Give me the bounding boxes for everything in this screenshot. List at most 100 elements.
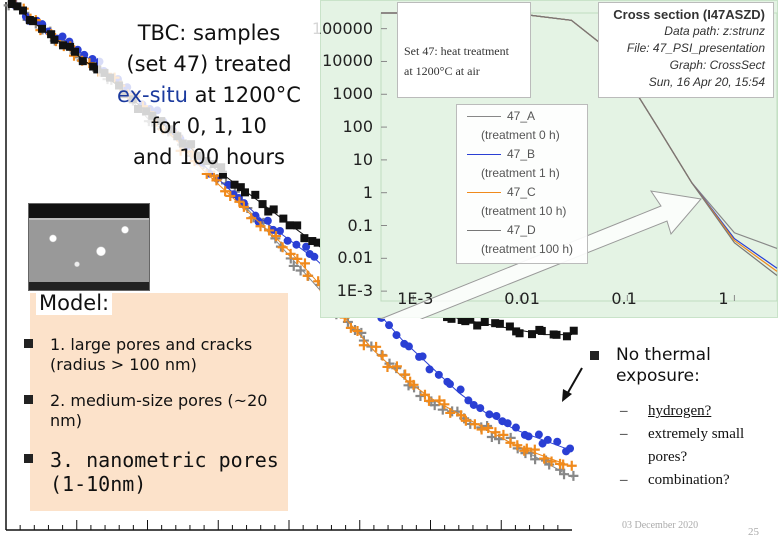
- data-point: [277, 242, 288, 253]
- cross-section-title: Cross section (I47ASZD): [613, 7, 765, 22]
- inset-y-tick-label: 1000: [332, 84, 373, 104]
- data-point: [512, 440, 523, 451]
- data-point: [29, 17, 38, 26]
- data-point: [269, 205, 278, 214]
- data-point: [58, 32, 67, 41]
- data-point: [537, 326, 546, 335]
- inset-x-tick-label: 0.01: [504, 289, 540, 308]
- data-point: [385, 321, 394, 330]
- legend-entry: 47_A: [463, 107, 581, 126]
- heat-treatment-line-1: Set 47: heat treatment: [404, 44, 509, 58]
- inset-y-tick-label: 100: [342, 117, 373, 137]
- square-bullet-icon: [24, 395, 33, 404]
- data-point: [392, 331, 401, 340]
- data-point: [503, 419, 512, 428]
- data-point: [464, 396, 473, 405]
- data-point: [78, 57, 87, 66]
- data-point: [511, 423, 520, 432]
- data-point: [568, 470, 579, 481]
- legend-line-swatch: [467, 192, 501, 193]
- side-note-item-text: hydrogen?: [648, 403, 712, 419]
- data-point: [220, 186, 231, 197]
- legend-label: 47_A: [507, 109, 536, 123]
- legend-sublabel: (treatment 0 h): [481, 128, 560, 142]
- page-number: 25: [748, 526, 759, 538]
- data-point: [558, 459, 569, 470]
- title-ex-situ: ex-situ: [117, 83, 188, 107]
- data-point: [302, 242, 311, 251]
- inset-x-tick-label: 1: [718, 289, 729, 308]
- data-point: [492, 411, 501, 420]
- inset-y-tick-label: 0.1: [347, 215, 373, 235]
- data-point: [391, 361, 402, 372]
- legend-line-swatch: [467, 116, 501, 117]
- data-point: [271, 231, 282, 242]
- data-point: [447, 314, 456, 323]
- data-point: [38, 24, 47, 33]
- data-point: [566, 444, 575, 453]
- data-point: [263, 216, 272, 225]
- legend-sublabel: (treatment 100 h): [481, 242, 574, 256]
- data-point: [404, 342, 413, 351]
- data-point: [264, 225, 275, 236]
- legend-entry: 47_B: [463, 145, 581, 164]
- data-point: [553, 437, 562, 446]
- data-point: [299, 258, 310, 269]
- data-point: [345, 322, 356, 333]
- side-note-item: – extremely small pores?: [620, 426, 745, 465]
- data-point: [485, 410, 494, 419]
- data-point: [528, 330, 537, 339]
- inset-y-tick-label: 1: [362, 182, 373, 202]
- data-point: [473, 321, 482, 330]
- data-point: [59, 41, 68, 50]
- data-point: [400, 369, 411, 380]
- data-point: [293, 221, 302, 230]
- model-title: Model:: [36, 291, 113, 315]
- main-plot-axes: [5, 2, 572, 531]
- data-point: [66, 42, 75, 51]
- data-point: [292, 253, 303, 264]
- square-bullet-icon: [590, 351, 599, 360]
- data-point: [530, 454, 541, 465]
- data-point: [425, 365, 434, 374]
- data-point: [434, 370, 443, 379]
- inset-x-tick-label: 1E-3: [397, 289, 434, 308]
- inset-plot-grid: [380, 12, 778, 302]
- data-point: [515, 329, 524, 338]
- data-point: [292, 240, 301, 249]
- data-point: [439, 399, 450, 410]
- title-samples: samples: [193, 21, 281, 45]
- data-point: [456, 410, 467, 421]
- legend-sublabel: (treatment 10 h): [481, 204, 567, 218]
- data-point: [495, 319, 504, 328]
- overlay-title: TBC: samples (set 47) treated ex-situ at…: [98, 18, 320, 173]
- inset-y-tick-label: 100000: [311, 18, 373, 38]
- data-point: [310, 252, 319, 261]
- model-item-text: 3. nanometric pores (1-10nm): [50, 448, 279, 496]
- data-point: [234, 196, 245, 207]
- data-point: [445, 407, 456, 418]
- legend-entry: 47_C: [463, 183, 581, 202]
- data-point: [7, 0, 16, 9]
- data-point: [240, 188, 249, 197]
- data-point: [445, 380, 454, 389]
- data-point: [408, 379, 419, 390]
- legend-label: 47_C: [507, 185, 536, 199]
- cross-section-file: File: 47_PSI_presentation: [626, 41, 765, 55]
- data-point: [505, 322, 514, 331]
- cross-section-info: Cross section (I47ASZD) Data path: z:str…: [598, 2, 774, 98]
- data-point: [224, 180, 233, 189]
- data-point: [456, 385, 465, 394]
- cross-section-date: Sun, 16 Apr 20, 15:54: [648, 75, 765, 89]
- side-note-item: – combination?: [620, 472, 730, 488]
- data-point: [246, 213, 257, 224]
- data-point: [371, 341, 382, 352]
- inset-legend: 47_A (treatment 0 h) 47_B (treatment 1 h…: [456, 104, 588, 264]
- data-point: [230, 180, 239, 189]
- side-note-text: No thermal exposure:: [616, 345, 711, 386]
- data-point: [423, 395, 434, 406]
- data-point: [13, 2, 22, 11]
- data-point: [283, 236, 292, 245]
- data-point: [264, 207, 273, 216]
